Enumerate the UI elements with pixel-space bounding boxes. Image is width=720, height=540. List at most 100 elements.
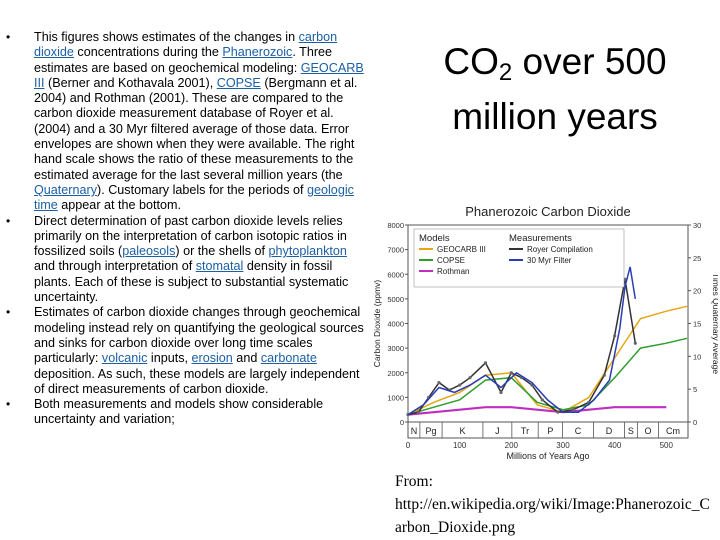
y2-tick-label: 15: [693, 320, 701, 329]
wiki-link[interactable]: carbon dioxide: [34, 30, 338, 60]
data-point: [416, 410, 420, 414]
bullet-text: Both measurements and models show consid…: [34, 397, 324, 427]
source-label: From:: [395, 473, 433, 490]
data-point: [556, 410, 560, 414]
y-tick-label: 0: [400, 418, 404, 427]
y2-tick-label: 30: [693, 221, 701, 230]
bullet-marker: •: [6, 397, 11, 412]
bullet-marker: •: [6, 30, 11, 44]
data-point: [571, 408, 575, 412]
data-point: [437, 381, 441, 385]
bullet-text: Estimates of carbon dioxide changes thro…: [34, 305, 364, 366]
title-suffix: over 500 million years: [452, 41, 667, 137]
y-axis-label: Carbon Dioxide (ppmv): [372, 280, 382, 368]
legend-entry: Royer Compilation: [527, 245, 593, 254]
y-tick-label: 8000: [387, 221, 404, 230]
bullet-item: • Direct determination of past carbon dio…: [0, 214, 370, 306]
phanerozoic-co2-chart: Phanerozoic Carbon Dioxide N Pg K J Tr P C D S O Cm…: [372, 204, 718, 461]
source-citation: From: http://en.wikipedia.org/wiki/Image…: [395, 470, 715, 539]
series-line: [407, 279, 637, 416]
wiki-link[interactable]: geologic time: [34, 182, 354, 213]
bullet-text: and: [232, 351, 261, 366]
wiki-link[interactable]: phytoplankton: [268, 244, 347, 259]
period-band: [407, 421, 689, 439]
legend-entry: COPSE: [437, 256, 465, 265]
bullet-text: Direct determination of past carbon diox…: [34, 213, 347, 259]
data-point: [458, 383, 462, 387]
data-point: [509, 371, 513, 375]
title-prefix: CO: [443, 41, 499, 82]
y-tick-label: 7000: [387, 246, 404, 255]
series-line: [407, 305, 688, 416]
wiki-link[interactable]: carbonate: [260, 351, 317, 366]
period-label: N: [411, 426, 418, 436]
bullet-marker: •: [6, 305, 11, 320]
y2-tick-label: 0: [693, 418, 697, 427]
bullet-text: ) or the shells of: [175, 244, 269, 259]
bullet-item: • Estimates of carbon dioxide changes thr…: [0, 305, 370, 397]
wiki-link[interactable]: Quaternary: [34, 182, 97, 197]
data-point: [499, 390, 503, 395]
period-label: Tr: [521, 426, 529, 436]
bullet-text: (Berner and Kothavala 2001),: [44, 75, 217, 90]
period-label: O: [644, 426, 651, 436]
y-tick-label: 5000: [387, 295, 404, 304]
period-label: Cm: [666, 426, 680, 436]
bullet-item: • This figures shows estimates of the cha…: [0, 30, 370, 214]
bullet-text: appear at the bottom.: [57, 198, 182, 213]
legend-group-title: Models: [419, 233, 450, 244]
slide-title: CO2 over 500 million years: [440, 40, 670, 139]
y2-axis-label: Times Quaternary Average: [711, 273, 718, 374]
y2-tick-label: 25: [693, 254, 701, 263]
period-label: Pg: [425, 426, 436, 436]
x-tick-label: 200: [505, 441, 519, 450]
wiki-link[interactable]: stomatal: [195, 259, 244, 274]
data-point: [468, 376, 472, 380]
bullet-marker: •: [6, 213, 11, 228]
wiki-link[interactable]: paleosols: [122, 244, 176, 259]
bullet-text: density in fossil plants. Each of these …: [34, 259, 349, 305]
bullet-text: concentrations during the: [73, 45, 223, 60]
bullet-text: ). Customary labels for the periods of: [97, 182, 307, 197]
bullet-list: • This figures shows estimates of the cha…: [0, 30, 370, 428]
x-tick-label: 400: [608, 441, 622, 450]
x-tick-label: 500: [660, 441, 674, 450]
series-line: [407, 266, 637, 416]
x-tick-label: 0: [406, 441, 411, 450]
wiki-link[interactable]: COPSE: [216, 75, 261, 90]
x-axis-label: Millions of Years Ago: [506, 451, 589, 461]
wiki-link[interactable]: erosion: [191, 351, 233, 366]
series-line: [407, 406, 667, 416]
period-label: K: [459, 426, 465, 436]
x-tick-label: 100: [453, 441, 467, 450]
wiki-link[interactable]: Phanerozoic: [222, 45, 293, 60]
y2-tick-label: 10: [693, 352, 701, 361]
bullet-text: (Bergmann et al. 2004) and Rothman (2001…: [34, 75, 358, 182]
y-tick-label: 3000: [387, 344, 404, 353]
data-point: [633, 341, 637, 345]
y-tick-label: 2000: [387, 369, 404, 378]
y-tick-label: 6000: [387, 270, 404, 279]
period-label: P: [547, 426, 553, 436]
data-point: [483, 361, 488, 365]
data-point: [613, 334, 617, 338]
wiki-link[interactable]: volcanic: [101, 351, 148, 366]
y-tick-label: 1000: [387, 393, 404, 402]
bullet-text: This figures shows estimates of the chan…: [34, 30, 299, 44]
period-label: S: [628, 426, 634, 436]
y2-tick-label: 5: [693, 385, 697, 394]
period-label: J: [495, 426, 500, 436]
chart-title: Phanerozoic Carbon Dioxide: [465, 204, 630, 219]
source-url: http://en.wikipedia.org/wiki/Image:Phane…: [395, 496, 710, 536]
legend-entry: 30 Myr Filter: [527, 256, 572, 265]
legend-entry: GEOCARB III: [437, 245, 486, 254]
period-label: D: [606, 426, 613, 436]
data-point: [602, 373, 606, 377]
bullet-item: • Both measurements and models show consi…: [0, 397, 370, 428]
title-subscript: 2: [498, 59, 513, 86]
bullet-text: deposition. As such, these models are la…: [34, 366, 360, 396]
legend-group-title: Measurements: [509, 233, 572, 244]
period-label: C: [575, 426, 582, 436]
wiki-link[interactable]: GEOCARB III: [34, 60, 364, 90]
legend-box: [413, 228, 625, 288]
